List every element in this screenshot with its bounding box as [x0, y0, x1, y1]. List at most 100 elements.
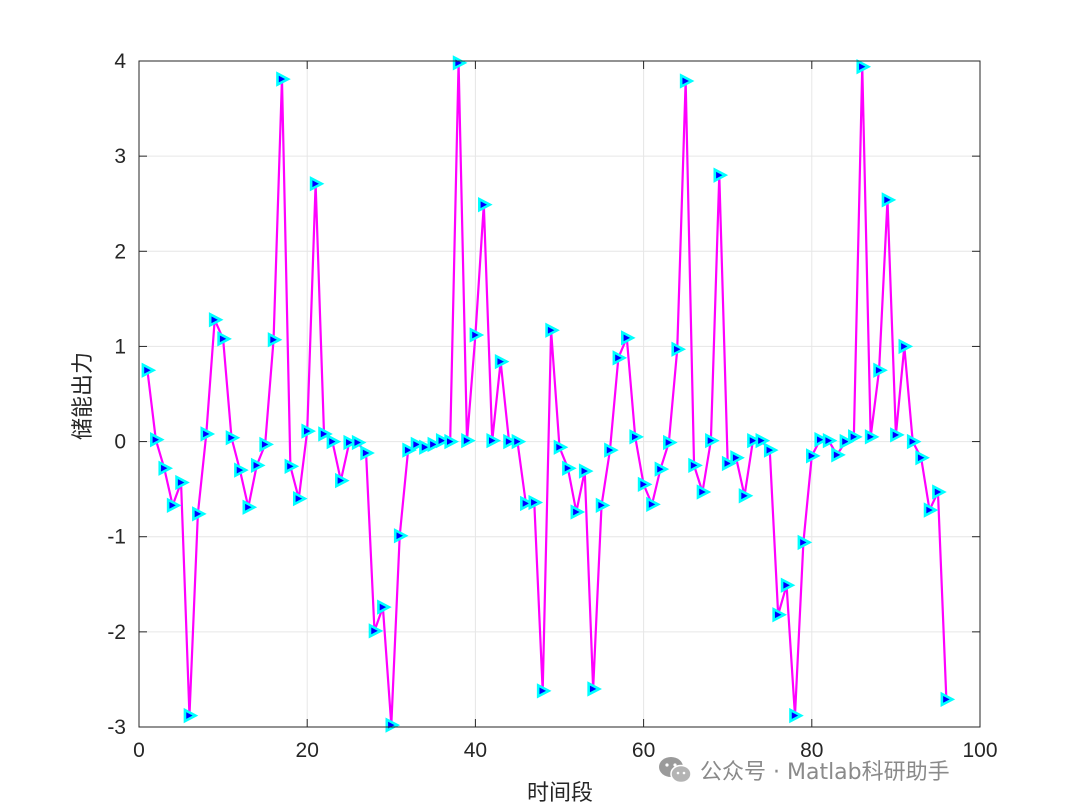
y-tick-label-6: 3 — [114, 145, 126, 168]
y-tick-label-2: -1 — [107, 526, 126, 549]
data-point-17 — [276, 71, 291, 87]
data-series — [141, 55, 956, 733]
plot-area-border — [138, 60, 981, 728]
y-tick-label-7: 4 — [114, 50, 126, 73]
watermark: 公众号 · Matlab科研助手 — [658, 752, 950, 788]
data-point-81 — [814, 432, 830, 448]
data-point-75 — [763, 442, 779, 458]
axis-ticks: 0 20 40 60 80 100 -3 -2 -1 0 1 2 3 4 — [107, 50, 997, 762]
data-point-30 — [385, 717, 401, 733]
data-point-18 — [284, 458, 300, 474]
data-point-41 — [478, 197, 493, 213]
x-axis-title: 时间段 — [527, 781, 593, 806]
y-tick-label-5: 2 — [114, 240, 126, 263]
data-point-35 — [427, 436, 443, 453]
data-point-61 — [646, 496, 661, 513]
data-point-92 — [906, 433, 922, 450]
data-point-44 — [503, 433, 518, 450]
data-point-9 — [208, 312, 224, 328]
data-point-21 — [309, 176, 325, 192]
y-axis-title: 储能出力 — [71, 352, 96, 440]
data-point-16 — [267, 332, 283, 348]
data-point-12 — [234, 462, 249, 478]
data-point-74 — [755, 432, 771, 449]
data-point-27 — [360, 445, 375, 461]
wechat-icon — [659, 757, 692, 784]
data-point-71 — [730, 450, 745, 466]
data-point-32 — [402, 442, 417, 458]
data-point-94 — [923, 502, 939, 518]
data-point-40 — [469, 327, 485, 343]
data-point-36 — [435, 432, 451, 449]
data-point-20 — [301, 423, 317, 439]
data-point-19 — [292, 491, 308, 507]
data-point-52 — [570, 504, 586, 520]
data-point-33 — [410, 436, 426, 453]
x-tick-label-4: 80 — [800, 739, 823, 762]
data-point-95 — [932, 484, 947, 500]
data-point-57 — [612, 350, 628, 366]
data-point-26 — [351, 434, 367, 451]
data-point-39 — [461, 432, 476, 449]
data-point-28 — [368, 623, 384, 639]
data-point-96 — [940, 691, 956, 708]
data-point-24 — [335, 472, 350, 489]
data-point-63 — [663, 434, 678, 451]
x-tick-label-5: 100 — [962, 739, 997, 762]
data-point-84 — [839, 433, 855, 450]
data-point-4 — [166, 497, 182, 513]
x-tick-label-3: 60 — [632, 739, 655, 762]
data-point-85 — [848, 429, 863, 445]
data-point-34 — [419, 439, 434, 455]
data-point-56 — [604, 442, 619, 458]
data-point-48 — [536, 683, 552, 699]
data-point-29 — [377, 599, 392, 615]
data-point-70 — [721, 455, 737, 472]
data-point-45 — [511, 433, 527, 450]
data-point-5 — [175, 474, 190, 491]
watermark-text: 公众号 · Matlab科研助手 — [700, 760, 950, 785]
data-point-69 — [713, 167, 729, 183]
data-point-6 — [183, 707, 199, 724]
data-point-58 — [620, 330, 636, 346]
data-point-72 — [738, 488, 754, 504]
data-point-86 — [856, 59, 872, 75]
x-tick-label-1: 20 — [296, 739, 319, 762]
y-tick-label-4: 1 — [114, 335, 126, 358]
data-point-7 — [192, 506, 207, 522]
data-point-15 — [259, 436, 274, 453]
y-tick-label-1: -2 — [107, 621, 126, 644]
y-tick-label-0: -3 — [107, 716, 126, 739]
data-point-49 — [545, 322, 560, 338]
y-tick-label-3: 0 — [114, 431, 126, 454]
data-point-73 — [747, 432, 762, 449]
data-point-62 — [654, 461, 670, 477]
data-point-13 — [242, 499, 258, 515]
data-point-67 — [696, 484, 712, 500]
data-point-10 — [217, 331, 232, 347]
data-point-65 — [679, 73, 695, 89]
data-point-83 — [831, 447, 846, 463]
data-point-8 — [200, 426, 216, 442]
data-point-82 — [822, 432, 838, 449]
data-point-11 — [225, 430, 241, 446]
data-point-66 — [688, 457, 703, 474]
data-point-93 — [915, 450, 930, 466]
x-tick-label-0: 0 — [133, 739, 145, 762]
data-point-3 — [158, 460, 174, 476]
data-point-23 — [326, 433, 342, 450]
data-point-54 — [587, 681, 602, 697]
data-point-90 — [890, 427, 905, 443]
data-point-47 — [528, 494, 544, 511]
data-point-46 — [520, 495, 535, 512]
data-point-50 — [553, 439, 569, 455]
data-point-88 — [873, 362, 888, 378]
data-point-14 — [250, 457, 266, 474]
data-point-42 — [486, 432, 502, 449]
data-point-53 — [578, 463, 594, 479]
data-point-91 — [898, 338, 914, 355]
data-point-80 — [805, 448, 821, 464]
data-point-87 — [864, 429, 880, 445]
data-point-25 — [343, 434, 359, 451]
